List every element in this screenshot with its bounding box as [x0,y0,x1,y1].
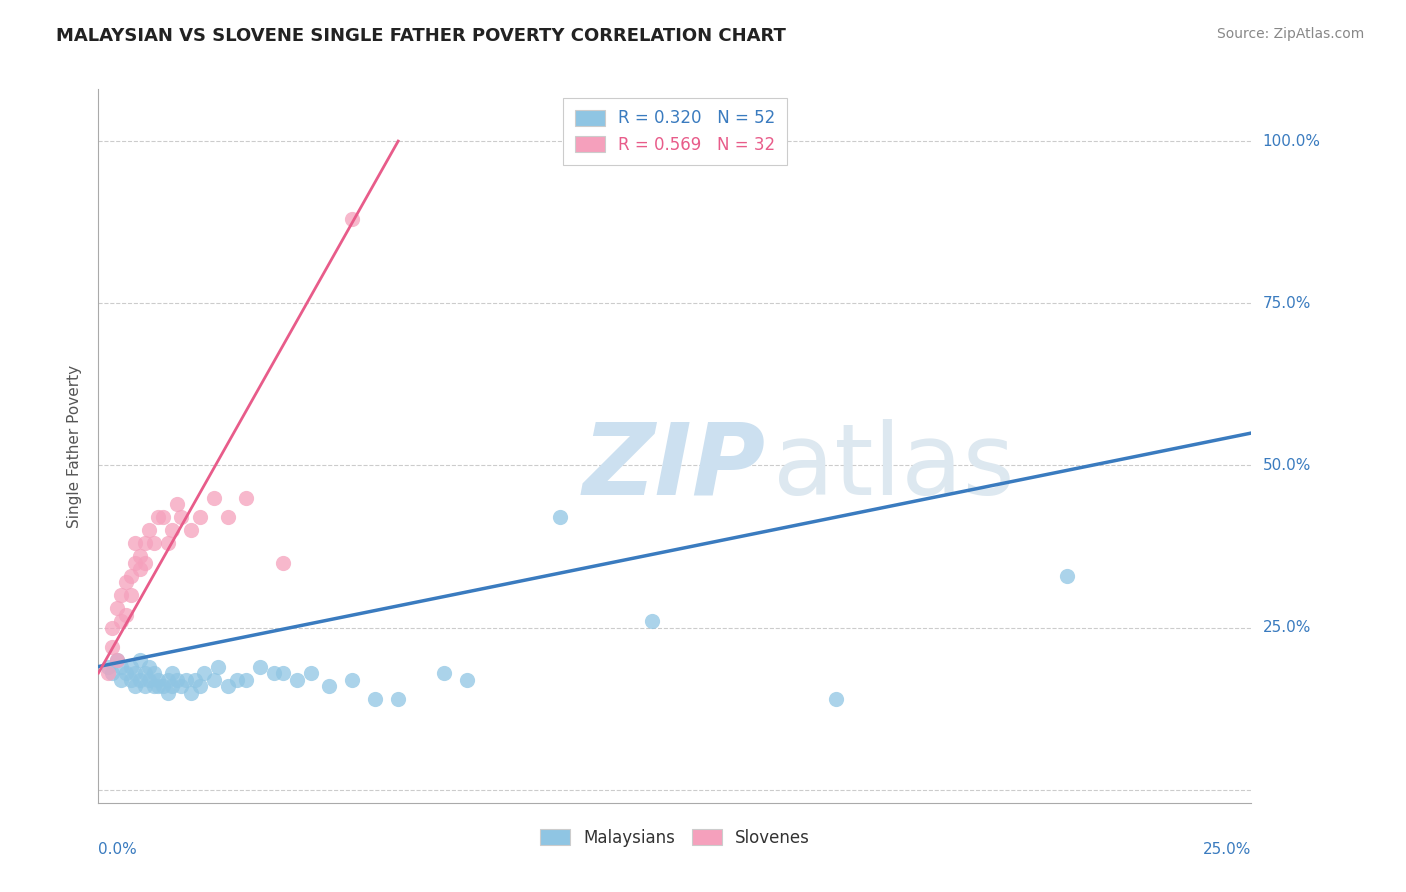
Point [217,510,239,524]
Point [225,673,247,687]
Point [120,568,142,582]
Point [188,510,211,524]
Point [134,679,156,693]
Text: 25.0%: 25.0% [1204,842,1251,856]
Y-axis label: Single Father Poverty: Single Father Poverty [67,365,83,527]
Point [129,549,152,564]
Point [170,679,193,693]
Point [285,673,308,687]
Point [138,524,160,538]
Point [263,666,285,681]
Point [134,556,156,570]
Point [1056,568,1078,582]
Point [129,653,152,667]
Point [156,536,179,550]
Point [134,666,156,681]
Point [138,659,160,673]
Point [124,666,146,681]
Point [124,679,146,693]
Point [148,679,170,693]
Point [115,666,138,681]
Point [105,653,128,667]
Point [202,491,225,505]
Point [120,588,142,602]
Point [456,673,478,687]
Point [340,673,363,687]
Text: 0.0%: 0.0% [98,842,138,856]
Text: Source: ZipAtlas.com: Source: ZipAtlas.com [1216,27,1364,41]
Point [387,692,409,706]
Text: 75.0%: 75.0% [1263,296,1310,310]
Point [160,524,183,538]
Point [825,692,848,706]
Point [160,679,183,693]
Point [193,666,215,681]
Legend: Malaysians, Slovenes: Malaysians, Slovenes [529,817,821,859]
Point [110,614,132,628]
Point [174,673,197,687]
Point [101,621,124,635]
Point [202,673,225,687]
Point [271,556,294,570]
Point [166,673,188,687]
Point [340,211,363,226]
Text: atlas: atlas [773,419,1015,516]
Point [124,556,146,570]
Point [120,673,142,687]
Point [110,673,132,687]
Point [124,536,146,550]
Text: 50.0%: 50.0% [1263,458,1310,473]
Point [129,673,152,687]
Point [148,673,170,687]
Point [166,497,188,511]
Point [641,614,664,628]
Point [129,562,152,576]
Point [235,491,257,505]
Point [548,510,571,524]
Point [180,685,202,699]
Point [156,673,179,687]
Point [299,666,322,681]
Point [148,510,170,524]
Point [110,659,132,673]
Point [433,666,456,681]
Text: 100.0%: 100.0% [1263,134,1320,149]
Point [152,510,174,524]
Point [235,673,257,687]
Point [97,659,120,673]
Point [184,673,207,687]
Point [115,607,138,622]
Point [217,679,239,693]
Point [142,666,165,681]
Point [364,692,387,706]
Point [180,524,202,538]
Point [156,685,179,699]
Point [152,679,174,693]
Point [318,679,340,693]
Point [170,510,193,524]
Point [105,653,128,667]
Point [115,575,138,590]
Text: ZIP: ZIP [582,419,766,516]
Text: MALAYSIAN VS SLOVENE SINGLE FATHER POVERTY CORRELATION CHART: MALAYSIAN VS SLOVENE SINGLE FATHER POVER… [56,27,786,45]
Point [160,666,183,681]
Point [142,536,165,550]
Point [134,536,156,550]
Text: 25.0%: 25.0% [1263,620,1310,635]
Point [120,659,142,673]
Point [101,666,124,681]
Point [97,666,120,681]
Point [101,640,124,654]
Point [249,659,271,673]
Point [207,659,229,673]
Point [188,679,211,693]
Point [110,588,132,602]
Point [105,601,128,615]
Point [138,673,160,687]
Point [142,679,165,693]
Point [271,666,294,681]
